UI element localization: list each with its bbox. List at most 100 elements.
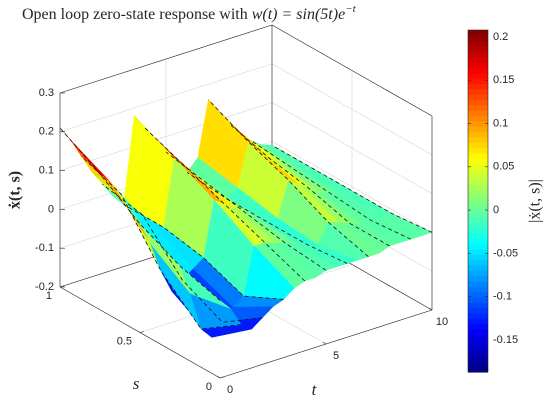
title-superscript: −t [345,3,356,15]
colorbar-swatch [468,361,488,368]
colorbar-tick-label: 0.15 [493,74,514,86]
mesh-line [250,140,411,240]
colorbar-swatch [468,136,488,143]
colorbar-swatch [468,233,488,240]
z-tick-label: 0.1 [39,165,54,177]
mesh-line [271,144,433,233]
colorbar-swatch [468,67,488,74]
y-tick-label: 0 [206,381,212,393]
colorbar-swatch [468,195,488,202]
colorbar-tick-label: 0.2 [493,31,508,43]
z-tick-label: -0.2 [35,281,54,293]
colorbar-swatch [468,147,488,154]
mesh-line [144,127,306,282]
mesh-line [186,172,348,264]
colorbar-swatch [468,174,488,181]
tick-mark [59,285,65,288]
mesh-line [165,151,327,271]
colorbar-tick-label: -0.15 [493,334,518,346]
colorbar-swatch [468,323,488,330]
tick-mark [219,376,225,379]
colorbar-swatch [468,131,488,138]
colorbar-swatch [468,281,488,288]
z-tick-label: 0.3 [39,87,54,99]
mesh-line [229,123,390,247]
colorbar-swatch [468,291,488,298]
colorbar-swatch [468,88,488,95]
colorbar-swatch [468,126,488,133]
z-tick-label: 0 [48,203,54,215]
colorbar-swatch [468,339,488,346]
colorbar-swatch [468,313,488,320]
y-axis-label: s [133,374,140,393]
colorbar-swatch [468,158,488,165]
tick-mark [322,341,327,345]
colorbar-swatch [468,104,488,111]
mesh-line [59,127,221,301]
tick-mark [216,375,221,379]
colorbar-swatch [468,115,488,122]
box-edge [271,24,433,117]
chart-title: Open loop zero-state response with w(t) … [22,3,357,23]
y-tick-label: 1 [46,290,52,302]
colorbar-swatch [468,270,488,277]
colorbar-swatch [468,40,488,47]
x-tick-label: 10 [436,316,448,328]
z-tick-label: -0.1 [35,242,54,254]
mesh-line [208,99,369,258]
colorbar-swatch [468,190,488,197]
colorbar-swatch [468,275,488,282]
colorbar-swatch [468,30,488,36]
colorbar-swatch [468,211,488,218]
y-tick-label: 0.5 [117,335,132,347]
colorbar-swatch [468,83,488,90]
title-math: w(t) = sin(5t)e [252,6,345,23]
colorbar-swatch [468,227,488,234]
colorbar-swatch [468,329,488,336]
colorbar-swatch [468,179,488,186]
colorbar-tick-label: -0.1 [493,291,512,303]
colorbar-swatch [468,243,488,250]
mesh-line [102,183,263,323]
colorbar-swatch [468,265,488,272]
colorbar-swatch [468,249,488,256]
colorbar-tick-label: -0.05 [493,247,518,259]
z-axis-label: ẋ(t, s) [7,171,24,209]
title-text: Open loop zero-state response with [22,6,248,23]
colorbar-swatch [468,168,488,175]
x-tick-label: 0 [227,384,233,396]
colorbar-swatch [468,350,488,357]
colorbar-swatch [468,238,488,245]
z-tick-label: 0.2 [39,126,54,138]
colorbar-swatch [468,94,488,101]
colorbar-tick-label: 0 [493,204,499,216]
colorbar-swatch [468,345,488,352]
x-axis-label: t [312,380,318,399]
colorbar-swatch [468,217,488,223]
colorbar-swatch [468,56,488,63]
colorbar-label: |ẋ(t, s)| [527,179,544,223]
colorbar-swatch [468,307,488,314]
colorbar-swatch [468,334,488,341]
colorbar-frame [467,29,489,373]
x-tick-label: 5 [333,350,339,362]
colorbar-tick-label: 0.05 [493,161,514,173]
colorbar-swatch [468,318,488,325]
colorbar-swatch [468,254,488,261]
colorbar-swatch [468,99,488,106]
colorbar-tick-label: 0.1 [493,117,508,129]
colorbar-swatch [468,184,488,191]
colorbar-swatch [468,152,488,159]
colorbar-swatch [468,259,488,266]
colorbar-swatch [468,355,488,362]
colorbar-swatch [468,72,488,79]
colorbar-swatch [468,46,488,52]
colorbar-swatch [468,110,488,117]
colorbar-swatch [468,120,488,127]
mesh-line [123,204,284,300]
colorbar-swatch [468,286,488,293]
colorbar-swatch [468,51,488,58]
box-edge [59,24,273,94]
colorbar-swatch [468,62,488,69]
